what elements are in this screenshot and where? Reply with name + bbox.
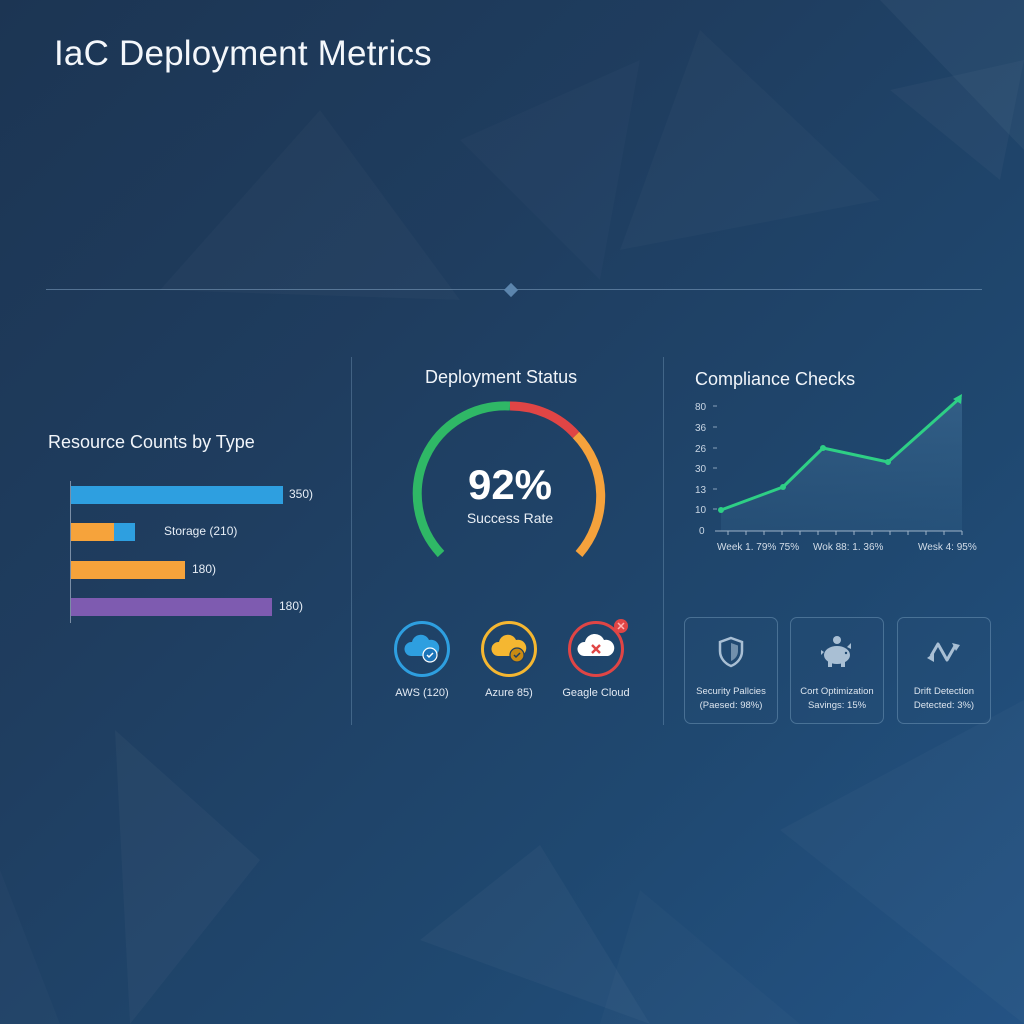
deployment-status-title: Deployment Status [425, 367, 578, 387]
success-rate-label: Success Rate [466, 510, 554, 526]
provider-label: Azure 85) [485, 687, 533, 699]
page-title: IaC Deployment Metrics [54, 34, 432, 73]
success-rate-gauge [412, 401, 606, 558]
azure-status-ring [481, 621, 537, 677]
bar-segment [114, 523, 135, 541]
svg-text:13: 13 [695, 485, 707, 496]
resource-counts-title: Resource Counts by Type [48, 432, 255, 452]
compliance-line-chart: 80 36 26 30 13 10 0 [695, 394, 963, 537]
bar-label: 180) [192, 562, 217, 576]
aws-status-ring [394, 621, 450, 677]
cost-optimization-card[interactable]: Cort Optimization Savings: 15% [790, 617, 884, 724]
provider-google-cloud[interactable]: Geagle Cloud [556, 619, 636, 699]
bar-segment [71, 598, 272, 616]
bar-segment [71, 523, 114, 541]
bar-segment [71, 486, 283, 504]
bar-database[interactable] [71, 598, 272, 616]
bar-segment [71, 561, 185, 579]
card-title: Drift Detection [913, 686, 975, 697]
bar-label: Storage (210) [164, 524, 238, 538]
cloud-check-icon [491, 634, 527, 663]
x-tick-label: Wok 88: 1. 36% [813, 542, 884, 553]
card-title: Security Pallcies [696, 686, 766, 697]
bar-label: 350) [289, 487, 314, 501]
bar-compute[interactable] [71, 486, 283, 504]
bar-storage[interactable] [71, 523, 135, 541]
panel-separator-right [663, 357, 664, 725]
bar-label: 180) [279, 599, 304, 613]
bar-chart-axis [70, 481, 71, 623]
panel-separator-left [351, 357, 352, 725]
provider-azure[interactable]: Azure 85) [469, 621, 549, 699]
x-tick-label: Wesk 4: 95% [918, 542, 977, 553]
card-value: Detected: 3%) [913, 700, 975, 711]
svg-text:0: 0 [699, 526, 705, 537]
shield-icon [718, 636, 744, 668]
card-title: Cort Optimization [800, 686, 874, 697]
svg-text:80: 80 [695, 402, 707, 413]
security-policies-card[interactable]: Security Pallcies (Paesed: 98%) [684, 617, 778, 724]
svg-text:10: 10 [695, 505, 707, 516]
svg-text:36: 36 [695, 423, 707, 434]
piggy-bank-icon [821, 636, 851, 667]
drift-arrows-icon [927, 642, 960, 662]
bar-network[interactable] [71, 561, 185, 579]
card-value: Savings: 15% [807, 700, 867, 711]
x-tick-label: Week 1. 79% 75% [717, 542, 800, 553]
svg-text:26: 26 [695, 444, 707, 455]
svg-text:30: 30 [695, 464, 707, 475]
provider-aws[interactable]: AWS (120) [382, 621, 462, 699]
provider-label: Geagle Cloud [562, 687, 630, 699]
drift-detection-card[interactable]: Drift Detection Detected: 3%) [897, 617, 991, 724]
cloud-check-icon [404, 634, 440, 663]
provider-label: AWS (120) [395, 687, 449, 699]
success-rate-value: 92% [467, 461, 553, 508]
google-status-ring [568, 619, 628, 677]
card-value: (Paesed: 98%) [699, 700, 763, 711]
divider-diamond-ornament [503, 282, 519, 298]
error-badge-icon [614, 619, 628, 633]
compliance-checks-title: Compliance Checks [695, 369, 856, 389]
cloud-x-icon [577, 633, 615, 656]
